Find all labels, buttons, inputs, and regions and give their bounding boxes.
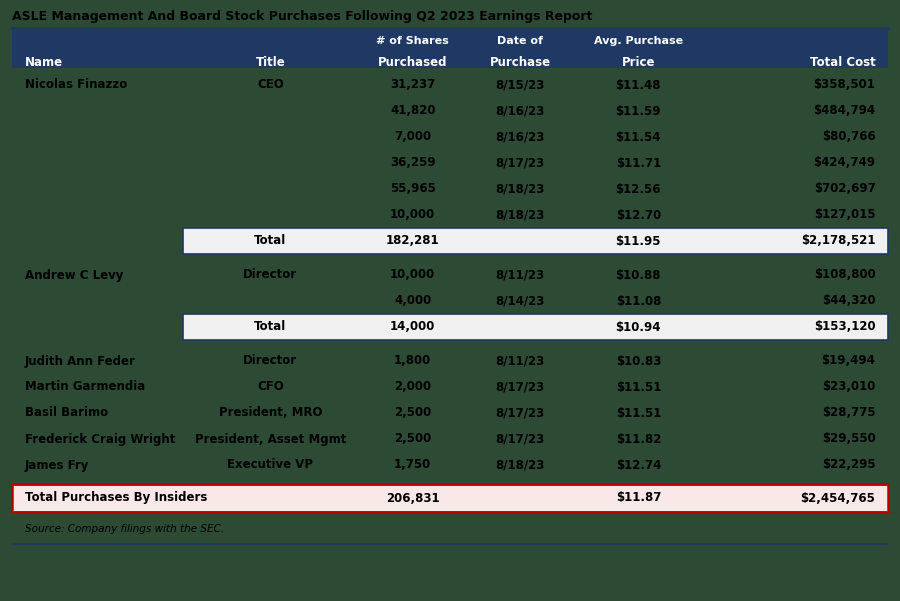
- Text: James Fry: James Fry: [24, 459, 89, 472]
- Text: 7,000: 7,000: [394, 130, 431, 144]
- Text: $10.88: $10.88: [616, 269, 662, 281]
- Text: President, Asset Mgmt: President, Asset Mgmt: [194, 433, 346, 445]
- Text: Martin Garmendia: Martin Garmendia: [24, 380, 145, 394]
- Text: 31,237: 31,237: [390, 79, 436, 91]
- Text: $11.51: $11.51: [616, 380, 661, 394]
- Text: $153,120: $153,120: [814, 320, 876, 334]
- Text: $11.87: $11.87: [616, 492, 661, 504]
- Text: Director: Director: [243, 355, 298, 367]
- Text: CFO: CFO: [257, 380, 284, 394]
- Text: $10.94: $10.94: [616, 320, 662, 334]
- Text: Basil Barimo: Basil Barimo: [24, 406, 108, 419]
- Text: 8/11/23: 8/11/23: [496, 269, 544, 281]
- Text: ASLE Management And Board Stock Purchases Following Q2 2023 Earnings Report: ASLE Management And Board Stock Purchase…: [12, 10, 592, 23]
- Text: Nicolas Finazzo: Nicolas Finazzo: [24, 79, 127, 91]
- Text: Total: Total: [255, 234, 286, 248]
- Text: Name: Name: [24, 56, 63, 69]
- Text: Total Purchases By Insiders: Total Purchases By Insiders: [24, 492, 207, 504]
- Text: $22,295: $22,295: [822, 459, 876, 472]
- Text: $702,697: $702,697: [814, 183, 876, 195]
- Text: # of Shares: # of Shares: [376, 36, 449, 46]
- Text: 4,000: 4,000: [394, 294, 431, 308]
- Text: 14,000: 14,000: [390, 320, 436, 334]
- Text: 2,500: 2,500: [394, 433, 431, 445]
- Text: 8/18/23: 8/18/23: [495, 183, 544, 195]
- Text: $12.56: $12.56: [616, 183, 662, 195]
- Text: 10,000: 10,000: [390, 209, 436, 222]
- Text: 8/17/23: 8/17/23: [496, 406, 544, 419]
- Text: Total Cost: Total Cost: [810, 56, 876, 69]
- Text: Title: Title: [256, 56, 285, 69]
- Text: Purchase: Purchase: [490, 56, 551, 69]
- Text: $12.70: $12.70: [616, 209, 661, 222]
- Text: Andrew C Levy: Andrew C Levy: [24, 269, 123, 281]
- Text: 8/11/23: 8/11/23: [496, 355, 544, 367]
- Text: 8/17/23: 8/17/23: [496, 433, 544, 445]
- Text: 10,000: 10,000: [390, 269, 436, 281]
- Text: $127,015: $127,015: [814, 209, 876, 222]
- Text: 1,750: 1,750: [394, 459, 431, 472]
- Text: 8/16/23: 8/16/23: [495, 105, 544, 118]
- Text: 8/18/23: 8/18/23: [495, 459, 544, 472]
- Text: 1,800: 1,800: [394, 355, 431, 367]
- Bar: [12, 484, 888, 512]
- Text: $11.51: $11.51: [616, 406, 661, 419]
- Text: $23,010: $23,010: [822, 380, 876, 394]
- Text: $28,775: $28,775: [822, 406, 876, 419]
- Text: Frederick Craig Wright: Frederick Craig Wright: [24, 433, 175, 445]
- Text: Executive VP: Executive VP: [228, 459, 313, 472]
- Text: 8/17/23: 8/17/23: [496, 380, 544, 394]
- Text: 36,259: 36,259: [390, 156, 436, 169]
- Text: 2,000: 2,000: [394, 380, 431, 394]
- Text: $11.71: $11.71: [616, 156, 661, 169]
- Text: 2,500: 2,500: [394, 406, 431, 419]
- Text: 41,820: 41,820: [390, 105, 436, 118]
- Text: $358,501: $358,501: [814, 79, 876, 91]
- Bar: [183, 314, 888, 340]
- Text: Date of: Date of: [497, 36, 543, 46]
- Text: 8/18/23: 8/18/23: [495, 209, 544, 222]
- Text: $424,749: $424,749: [814, 156, 876, 169]
- Text: Avg. Purchase: Avg. Purchase: [594, 36, 683, 46]
- Text: $108,800: $108,800: [814, 269, 876, 281]
- Text: 8/17/23: 8/17/23: [496, 156, 544, 169]
- Text: $11.48: $11.48: [616, 79, 662, 91]
- Text: $29,550: $29,550: [822, 433, 876, 445]
- Text: Total: Total: [255, 320, 286, 334]
- Text: 8/16/23: 8/16/23: [495, 130, 544, 144]
- Text: 182,281: 182,281: [386, 234, 439, 248]
- Text: $11.08: $11.08: [616, 294, 661, 308]
- Text: Judith Ann Feder: Judith Ann Feder: [24, 355, 135, 367]
- Text: 8/15/23: 8/15/23: [495, 79, 544, 91]
- Text: President, MRO: President, MRO: [219, 406, 322, 419]
- Text: 206,831: 206,831: [386, 492, 439, 504]
- Text: Price: Price: [622, 56, 655, 69]
- Text: $11.59: $11.59: [616, 105, 662, 118]
- Bar: [183, 228, 888, 254]
- Text: 55,965: 55,965: [390, 183, 436, 195]
- Text: $19,494: $19,494: [822, 355, 876, 367]
- Text: 8/14/23: 8/14/23: [495, 294, 544, 308]
- Text: $10.83: $10.83: [616, 355, 661, 367]
- Text: CEO: CEO: [257, 79, 284, 91]
- Text: Director: Director: [243, 269, 298, 281]
- Text: $11.95: $11.95: [616, 234, 662, 248]
- Text: Source: Company filings with the SEC.: Source: Company filings with the SEC.: [24, 524, 223, 534]
- Text: Purchased: Purchased: [378, 56, 447, 69]
- Text: $2,454,765: $2,454,765: [801, 492, 876, 504]
- Text: $11.54: $11.54: [616, 130, 662, 144]
- Text: $44,320: $44,320: [822, 294, 876, 308]
- Text: $80,766: $80,766: [822, 130, 876, 144]
- Text: $11.82: $11.82: [616, 433, 661, 445]
- Text: $2,178,521: $2,178,521: [801, 234, 876, 248]
- Text: $12.74: $12.74: [616, 459, 661, 472]
- Text: $484,794: $484,794: [814, 105, 876, 118]
- Bar: [12, 28, 888, 68]
